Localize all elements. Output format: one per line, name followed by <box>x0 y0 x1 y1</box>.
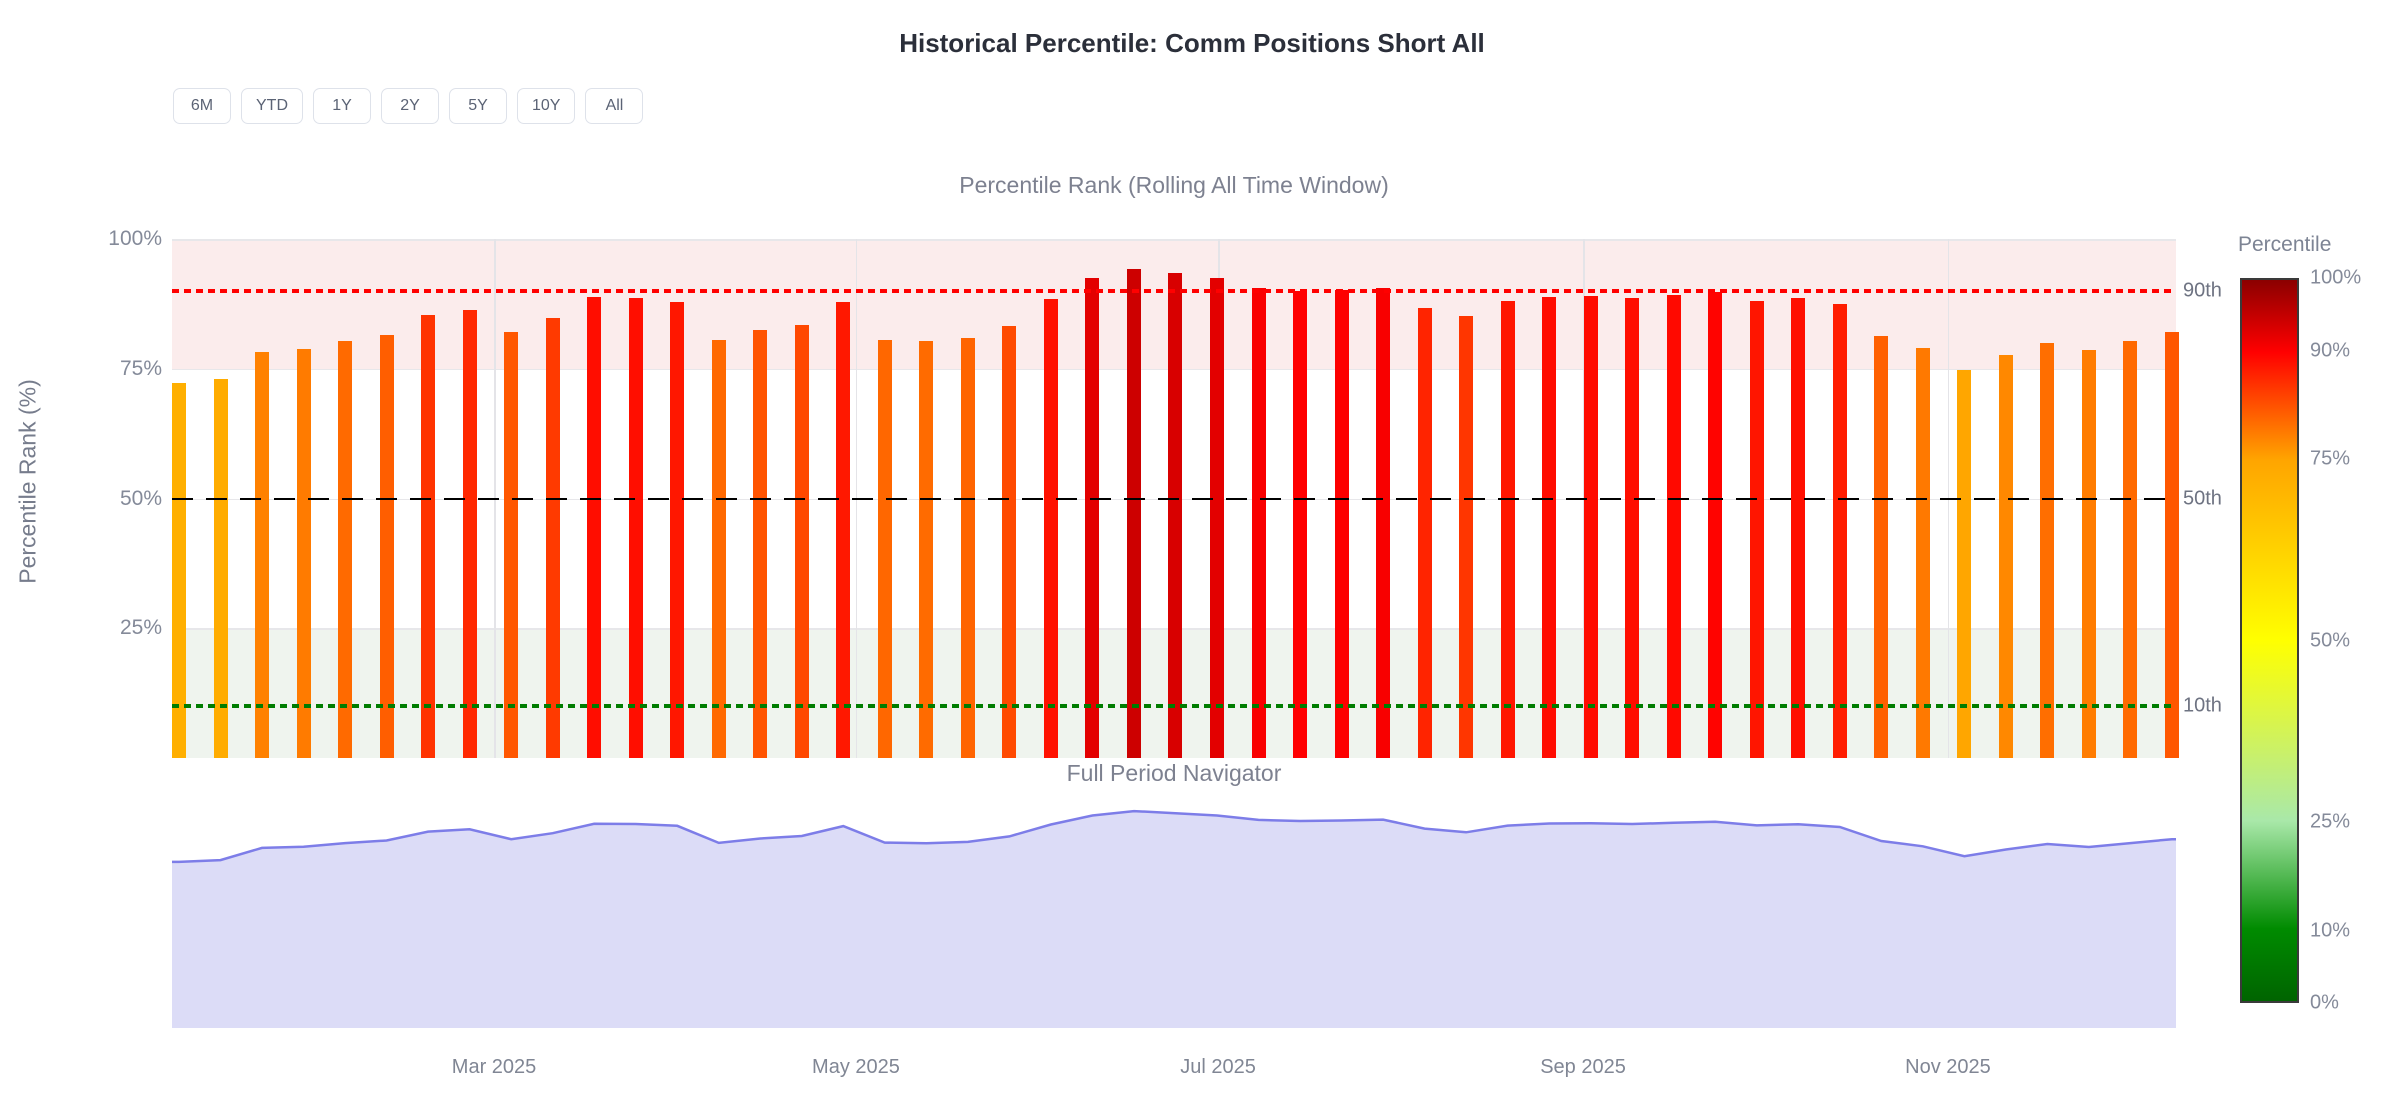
colorbar-tick-label: 0% <box>2310 991 2339 1014</box>
percentile-bar[interactable] <box>919 341 934 758</box>
y-tick-label: 50% <box>119 486 162 510</box>
range-button-1y[interactable]: 1Y <box>313 88 371 124</box>
percentile-bar[interactable] <box>421 314 436 758</box>
percentile-bar[interactable] <box>2081 349 2096 758</box>
percentile-bar[interactable] <box>545 318 560 758</box>
range-button-10y[interactable]: 10Y <box>517 88 576 124</box>
percentile-bar[interactable] <box>1749 300 1764 758</box>
x-tick-label: Sep 2025 <box>1540 1056 1626 1078</box>
percentile-bar[interactable] <box>836 302 851 758</box>
percentile-bar[interactable] <box>628 297 643 758</box>
range-button-2y[interactable]: 2Y <box>381 88 439 124</box>
colorbar-tick-label: 90% <box>2310 339 2351 361</box>
percentile-bar[interactable] <box>1625 297 1640 758</box>
percentile-bar[interactable] <box>1791 298 1806 758</box>
colorbar-tick-label: 50% <box>2310 629 2351 651</box>
percentile-bar[interactable] <box>1874 336 1889 758</box>
percentile-bar[interactable] <box>1002 325 1017 758</box>
range-selector: 6M YTD 1Y 2Y 5Y 10Y All <box>173 88 644 124</box>
y-tick-label: 25% <box>119 616 162 640</box>
percentile-bar[interactable] <box>504 331 519 758</box>
percentile-bar[interactable] <box>960 338 975 758</box>
x-tick-label: Nov 2025 <box>1905 1056 1991 1078</box>
percentile-bar[interactable] <box>1293 290 1308 758</box>
percentile-bar[interactable] <box>1957 370 1972 758</box>
x-tick-label: Jul 2025 <box>1180 1056 1256 1078</box>
percentile-bar[interactable] <box>1210 278 1224 758</box>
reference-line-10th <box>172 704 2176 709</box>
percentile-bar[interactable] <box>1708 292 1723 758</box>
navigator-title: Full Period Navigator <box>1066 760 1282 786</box>
percentile-bar[interactable] <box>2040 342 2055 758</box>
percentile-bar[interactable] <box>1542 296 1557 758</box>
percentile-bar[interactable] <box>1126 268 1141 758</box>
percentile-bar[interactable] <box>1043 298 1058 758</box>
navigator-area[interactable] <box>172 811 2176 1028</box>
percentile-bar[interactable] <box>1500 301 1515 758</box>
colorbar-tick-label: 100% <box>2310 266 2362 289</box>
percentile-bar[interactable] <box>2164 331 2179 758</box>
percentile-bar[interactable] <box>296 349 311 758</box>
percentile-bar[interactable] <box>587 297 602 758</box>
percentile-bar[interactable] <box>877 339 892 758</box>
percentile-bar-chart <box>172 239 2179 758</box>
range-button-all[interactable]: All <box>585 88 644 124</box>
reference-label-50th: 50th <box>2183 487 2222 509</box>
percentile-bar[interactable] <box>670 301 685 758</box>
reference-label-90th: 90th <box>2183 279 2222 302</box>
percentile-bar[interactable] <box>2123 340 2138 758</box>
percentile-bar[interactable] <box>338 340 353 758</box>
percentile-bar[interactable] <box>462 309 477 758</box>
colorbar-title: Percentile <box>2238 233 2332 256</box>
range-button-5y[interactable]: 5Y <box>449 88 507 124</box>
percentile-bar[interactable] <box>379 335 394 758</box>
percentile-bar[interactable] <box>1417 308 1432 758</box>
percentile-bar[interactable] <box>172 383 186 758</box>
page-title: Historical Percentile: Comm Positions Sh… <box>899 28 1485 58</box>
reference-line-50th <box>172 497 2176 500</box>
reference-line-90th <box>172 288 2176 293</box>
colorbar-tick-label: 75% <box>2310 447 2351 470</box>
y-tick-label: 75% <box>119 356 162 380</box>
navigator-line <box>172 809 2176 864</box>
percentile-colorbar <box>2240 278 2299 1003</box>
percentile-bar[interactable] <box>711 340 726 758</box>
range-button-ytd[interactable]: YTD <box>241 88 303 124</box>
percentile-bar[interactable] <box>1334 289 1349 758</box>
percentile-bar[interactable] <box>753 330 768 758</box>
percentile-bar[interactable] <box>1085 278 1100 758</box>
colorbar-tick-label: 25% <box>2310 810 2351 833</box>
range-button-6m[interactable]: 6M <box>173 88 231 124</box>
y-tick-label: 100% <box>108 227 162 250</box>
colorbar-tick-label: 10% <box>2310 919 2351 941</box>
percentile-bar[interactable] <box>1998 355 2013 758</box>
percentile-bar[interactable] <box>794 324 809 758</box>
chart-title: Percentile Rank (Rolling All Time Window… <box>959 172 1389 198</box>
reference-label-10th: 10th <box>2183 694 2222 717</box>
percentile-bar[interactable] <box>1376 287 1391 758</box>
y-gridline <box>172 239 2176 241</box>
percentile-bar[interactable] <box>213 379 228 758</box>
percentile-bar[interactable] <box>1666 295 1681 758</box>
percentile-bar[interactable] <box>1251 288 1266 758</box>
percentile-bar[interactable] <box>255 351 270 758</box>
percentile-bar[interactable] <box>1168 273 1183 758</box>
percentile-bar[interactable] <box>1583 296 1598 758</box>
percentile-bar[interactable] <box>1832 304 1847 758</box>
percentile-bar[interactable] <box>1915 348 1930 758</box>
percentile-bar[interactable] <box>1459 316 1474 758</box>
x-tick-label: Mar 2025 <box>451 1056 537 1078</box>
x-tick-label: May 2025 <box>812 1056 900 1078</box>
